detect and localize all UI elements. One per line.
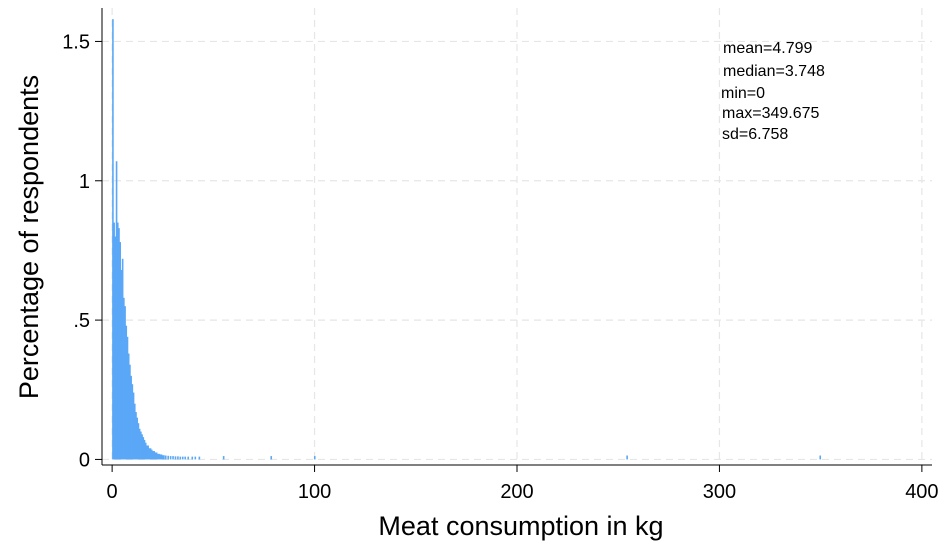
y-tick-label: 1.5 [62,31,90,53]
histogram-bar [148,448,151,460]
stat-mean: mean=4.799 [723,40,813,57]
histogram-bar [119,242,122,460]
histogram-bar [126,336,129,460]
histogram-bar [144,442,147,460]
histogram-bar [136,417,139,460]
histogram-bar [159,454,162,460]
histogram-bar [270,456,273,460]
histogram-bar [124,306,126,460]
histogram-bar [164,455,167,460]
histogram-bar [116,222,119,460]
stat-median: median=3.748 [723,63,825,80]
x-tick-label: 400 [905,481,938,503]
histogram-bar [181,456,184,460]
histogram-bar [138,428,141,460]
histogram-bar [127,353,130,460]
summary-statistics: mean=4.799 median=3.748 min=0 max=349.67… [721,40,825,143]
histogram-bars [112,19,822,460]
histogram-bar [153,451,156,460]
histogram-bar [161,455,164,460]
histogram-bar [142,437,145,460]
x-tick-label: 300 [703,481,736,503]
histogram-bar [114,236,117,460]
histogram-bar [132,392,135,460]
histogram-bar [154,452,157,460]
histogram-bar [137,423,140,460]
histogram-bar [184,456,186,460]
histogram-bar [167,455,169,460]
histogram-bar [118,228,120,460]
histogram-bar [135,412,137,460]
x-axis-ticks: 0 100 200 300 400 [107,465,939,503]
x-axis-title: Meat consumption in kg [378,511,663,541]
x-tick-label: 200 [500,481,533,503]
stat-max: max=349.675 [722,105,820,122]
histogram-bar [187,456,190,460]
histogram-bar [147,445,149,460]
histogram-bar [626,455,628,460]
histogram-bar [313,456,316,460]
histogram-bar [194,456,197,460]
histogram-bar [150,449,153,460]
y-tick-label: 1 [79,171,90,193]
y-tick-label: .5 [73,310,90,332]
histogram-bar [120,269,123,460]
histogram-bar [157,453,159,460]
histogram-bar [222,456,225,460]
x-tick-label: 0 [107,481,118,503]
histogram-bar [149,448,152,460]
histogram-bar [152,451,154,460]
histogram-bar [129,364,131,460]
y-tick-label: 0 [79,449,90,471]
histogram-bar [140,431,142,460]
stat-sd: sd=6.758 [722,126,788,143]
histogram-bar [141,434,143,460]
x-tick-label: 100 [298,481,331,503]
histogram-bar [131,384,134,460]
histogram-bar [115,161,118,460]
histogram-bar [113,222,115,460]
histogram-bar [123,297,125,460]
histogram-bar [133,403,136,460]
histogram-bar [191,456,194,460]
stat-min: min=0 [721,85,765,102]
histogram-bar [174,456,177,460]
y-axis-title: Percentage of respondents [14,75,44,399]
histogram-bar [158,453,160,460]
histogram-bar [177,456,179,460]
histogram-bar [130,375,132,460]
histogram-bar [125,325,128,460]
histogram-bar [146,445,148,460]
histogram-bar [155,452,158,460]
histogram-bar [160,454,163,460]
histogram-bar [819,455,822,460]
histogram-bar [143,439,146,460]
histogram-bar [169,456,172,460]
histogram-bar [163,455,165,460]
histogram-bar [112,19,114,460]
histogram-bar [121,258,124,460]
y-axis-ticks: 0 .5 1 1.5 [62,31,102,471]
histogram-bar [179,456,182,460]
histogram-bar [172,456,174,460]
histogram-bar [198,456,201,460]
